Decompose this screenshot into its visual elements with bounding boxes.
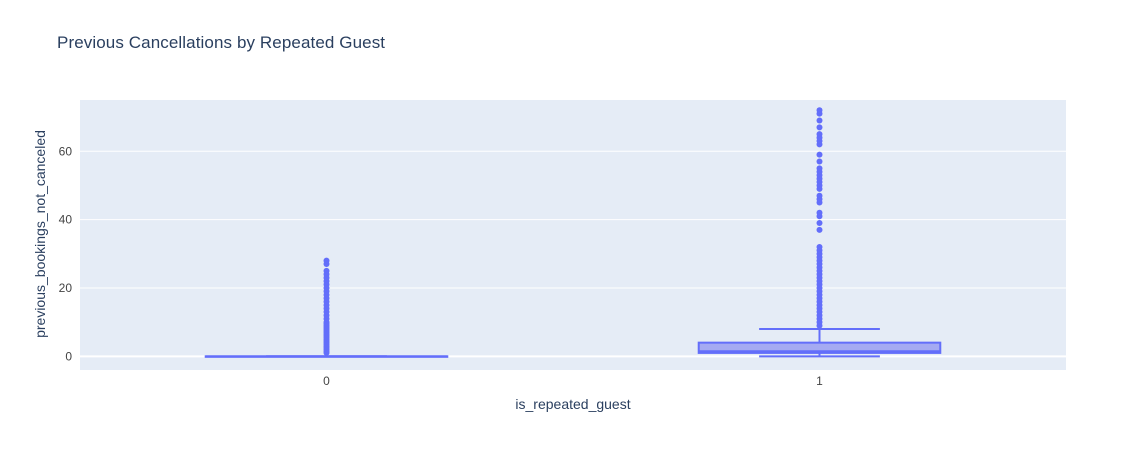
outlier-point <box>816 192 823 199</box>
outlier-point <box>816 165 823 172</box>
chart-title: Previous Cancellations by Repeated Guest <box>57 33 386 52</box>
outlier-point <box>816 151 823 158</box>
outlier-point <box>323 257 330 264</box>
axis-ticks: 0 20 40 60 0 1 <box>59 144 824 388</box>
x-axis-title: is_repeated_guest <box>515 396 631 412</box>
y-tick-label: 0 <box>65 349 72 363</box>
y-tick-label: 20 <box>59 281 73 295</box>
y-tick-label: 40 <box>59 213 73 227</box>
outlier-point <box>816 209 823 216</box>
outlier-point <box>816 117 823 124</box>
outlier-point <box>816 131 823 138</box>
plot-background <box>80 100 1066 370</box>
outlier-point <box>816 243 823 250</box>
x-tick-label: 0 <box>323 374 330 388</box>
box-traces <box>204 107 942 358</box>
outlier-point <box>323 267 330 274</box>
y-axis-title: previous_bookings_not_canceled <box>32 130 48 338</box>
outlier-point <box>816 220 823 227</box>
outlier-point <box>816 124 823 131</box>
outlier-point <box>816 226 823 233</box>
box-trace-0 <box>204 257 449 358</box>
outlier-point <box>816 158 823 165</box>
x-tick-label: 1 <box>816 374 823 388</box>
y-tick-label: 60 <box>59 144 73 158</box>
box-trace-1 <box>697 107 942 358</box>
outlier-point <box>816 107 823 114</box>
box-body <box>697 341 942 354</box>
